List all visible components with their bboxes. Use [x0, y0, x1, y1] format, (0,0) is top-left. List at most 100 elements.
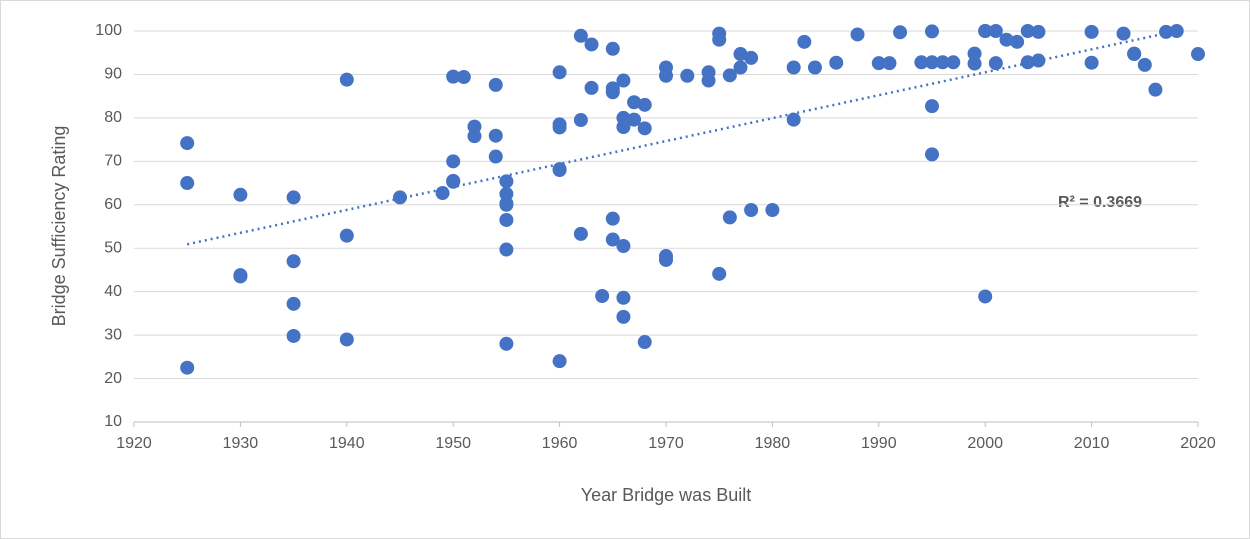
point [733, 47, 748, 62]
x-tick-label: 1960 [542, 435, 578, 452]
point [552, 65, 567, 80]
point [573, 28, 588, 43]
point [488, 149, 503, 164]
point [1020, 24, 1035, 38]
x-tick-label: 2010 [1074, 435, 1110, 452]
point [552, 354, 567, 369]
point [286, 190, 301, 205]
point [286, 328, 301, 343]
point [744, 202, 759, 217]
point [584, 80, 599, 95]
point [1148, 82, 1163, 97]
point [807, 60, 822, 75]
x-tick-label: 2000 [967, 435, 1003, 452]
point [637, 121, 652, 136]
point [552, 120, 567, 135]
y-tick-label: 50 [104, 239, 122, 256]
point [180, 360, 195, 375]
point [978, 24, 993, 38]
point [999, 32, 1014, 47]
point [659, 68, 673, 83]
y-tick-label: 70 [104, 153, 122, 170]
r-squared: R² = 0.3669 [1058, 194, 1142, 211]
point [286, 296, 301, 311]
point [499, 242, 514, 257]
point [446, 174, 461, 189]
point [488, 77, 503, 92]
point [722, 68, 737, 83]
point [946, 55, 961, 70]
point [499, 212, 514, 227]
point [786, 112, 801, 127]
point [573, 226, 588, 241]
point [935, 55, 950, 70]
y-tick-label: 10 [104, 413, 122, 430]
point [605, 85, 620, 100]
point [882, 56, 897, 71]
x-tick-label: 1990 [861, 435, 897, 452]
x-tick-label: 1970 [648, 435, 684, 452]
point [988, 56, 1003, 71]
point [616, 73, 631, 88]
point [605, 41, 620, 56]
point [797, 34, 812, 49]
point [339, 332, 354, 347]
point [1020, 55, 1035, 70]
point [435, 186, 450, 201]
point [988, 24, 1003, 38]
y-tick-label: 90 [104, 66, 122, 83]
x-tick-label: 1930 [223, 435, 259, 452]
point [616, 290, 631, 305]
point [967, 46, 982, 61]
point [616, 120, 631, 135]
point [765, 202, 780, 217]
point [914, 55, 929, 70]
point [233, 187, 248, 202]
point [925, 55, 939, 70]
point [595, 289, 610, 304]
x-tick-label: 1950 [435, 435, 471, 452]
point [733, 60, 748, 75]
point [1116, 26, 1131, 41]
point [712, 32, 727, 47]
point [616, 309, 631, 324]
point [233, 269, 248, 284]
point [1084, 24, 1099, 39]
x-tick-label: 1920 [116, 435, 152, 452]
point [605, 232, 620, 247]
x-tick-label: 1940 [329, 435, 365, 452]
point [627, 95, 642, 110]
point [637, 335, 652, 350]
point [456, 70, 471, 85]
point [1031, 24, 1046, 39]
point [967, 56, 982, 71]
point [925, 24, 939, 39]
point [1084, 55, 1099, 70]
point [1137, 57, 1152, 72]
point [446, 154, 461, 169]
point [339, 72, 354, 87]
point [722, 210, 737, 225]
point [712, 266, 727, 281]
point [871, 56, 886, 71]
point [627, 112, 642, 127]
point [552, 163, 567, 178]
y-tick-label: 100 [95, 22, 122, 39]
point [616, 239, 631, 254]
point [605, 211, 620, 226]
point [467, 129, 482, 144]
point [680, 68, 695, 83]
point [1127, 47, 1142, 62]
y-axis-label: Bridge Sufficiency Rating [49, 126, 69, 327]
point [573, 113, 588, 128]
point [180, 136, 195, 151]
point [659, 252, 673, 267]
x-axis-label: Year Bridge was Built [581, 485, 751, 505]
point [744, 50, 759, 65]
point [180, 176, 195, 191]
point [499, 174, 514, 189]
point [786, 60, 801, 75]
y-tick-label: 80 [104, 109, 122, 126]
point [829, 55, 844, 70]
